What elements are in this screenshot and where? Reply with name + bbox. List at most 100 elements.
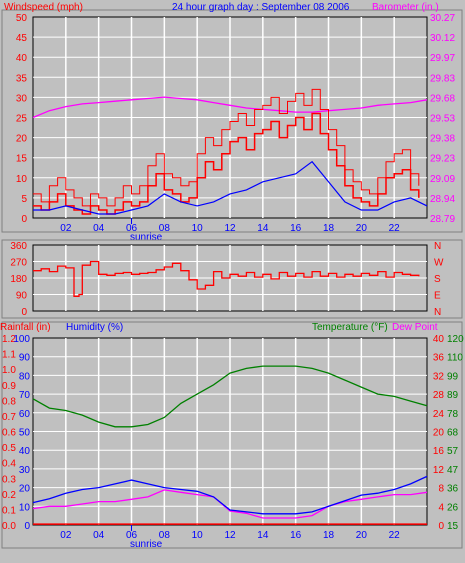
barometer-tick-label: 29.68 — [430, 93, 455, 104]
humidity-tick-label: 40 — [19, 446, 31, 457]
celsius-tick-label: 12 — [433, 465, 445, 476]
chart-title: 24 hour graph day : September 08 2006 — [172, 2, 350, 13]
barometer-tick-label: 30.12 — [430, 33, 455, 44]
panel3-hour-tick-label: 14 — [257, 530, 269, 541]
humidity-line — [32, 475, 428, 515]
barometer-tick-label: 29.23 — [430, 154, 455, 165]
celsius-tick-label: 32 — [433, 371, 445, 382]
celsius-tick-label: 20 — [433, 428, 445, 439]
rainfall-tick-label: 0.3 — [2, 474, 16, 485]
celsius-tick-label: 16 — [433, 446, 445, 457]
fahrenheit-tick-label: 110 — [447, 353, 463, 364]
humidity-tick-labels: 0 10 20 30 40 50 60 70 80 90 100 — [13, 334, 30, 532]
fahrenheit-tick-label: 89 — [447, 390, 459, 401]
panel3-hour-tick-label: 18 — [323, 530, 335, 541]
fahrenheit-tick-labels: 15 26 36 47 57 68 78 89 99 110 120 — [447, 334, 464, 532]
windspeed-tick-label: 20 — [16, 134, 28, 145]
direction-compass-tick-label: S — [434, 274, 441, 285]
barometer-tick-label: 29.38 — [430, 134, 455, 145]
celsius-tick-label: 8 — [438, 484, 444, 495]
rainfall-tick-label: 0.6 — [2, 428, 16, 439]
panel3-hour-tick-label: 06 — [126, 530, 138, 541]
windspeed-axis-label: Windspeed (mph) — [4, 2, 83, 13]
fahrenheit-tick-label: 68 — [447, 428, 459, 439]
humidity-tick-label: 70 — [19, 390, 31, 401]
rainfall-tick-labels: 0.0 0.1 0.2 0.3 0.4 0.5 0.6 0.7 0.8 0.9 1.0 1.1 1.2 — [2, 334, 16, 532]
barometer-tick-label: 30.27 — [430, 13, 455, 24]
rainfall-tick-label: 0.0 — [2, 521, 16, 532]
dewpoint-axis-label: Dew Point — [392, 322, 438, 333]
panel1-hour-tick-label: 16 — [290, 223, 302, 234]
barometer-line — [32, 96, 428, 119]
fahrenheit-tick-label: 57 — [447, 446, 459, 457]
humidity-tick-label: 20 — [19, 484, 31, 495]
celsius-tick-label: 28 — [433, 390, 445, 401]
temperature-humidity-panel: Rainfall (in) Humidity (%) Temperature (… — [0, 321, 464, 550]
windspeed-tick-label: 35 — [16, 73, 28, 84]
direction-degree-tick-label: 180 — [10, 274, 27, 285]
panel1-hour-tick-label: 12 — [224, 223, 236, 234]
celsius-tick-labels: 0 4 8 12 16 20 24 28 32 36 40 — [433, 334, 445, 532]
panel1-hour-tick-label: 04 — [93, 223, 105, 234]
panel2-grid — [33, 245, 427, 311]
dewpoint-line — [32, 489, 428, 519]
windspeed-tick-label: 50 — [16, 13, 28, 24]
barometer-tick-label: 28.79 — [430, 214, 455, 225]
windspeed-tick-labels: 0 5 10 15 20 25 30 35 40 45 50 — [16, 13, 28, 225]
humidity-tick-label: 80 — [19, 371, 31, 382]
celsius-tick-label: 24 — [433, 409, 445, 420]
fahrenheit-tick-label: 26 — [447, 502, 459, 513]
windspeed-tick-label: 5 — [21, 194, 27, 205]
humidity-tick-label: 30 — [19, 465, 31, 476]
direction-degree-tick-label: 270 — [10, 258, 27, 269]
windspeed-tick-label: 45 — [16, 33, 28, 44]
barometer-axis-label: Barometer (in.) — [372, 2, 439, 13]
wind-average-line — [33, 160, 428, 215]
celsius-tick-label: 4 — [438, 502, 444, 513]
rainfall-tick-label: 1.1 — [2, 350, 16, 361]
temperature-line — [32, 365, 428, 428]
windspeed-tick-label: 15 — [16, 154, 28, 165]
direction-compass-tick-label: W — [434, 258, 444, 269]
direction-degree-tick-label: 90 — [16, 291, 28, 302]
panel3-hour-tick-label: 04 — [93, 530, 105, 541]
barometer-tick-label: 29.53 — [430, 114, 455, 125]
fahrenheit-tick-label: 78 — [447, 409, 459, 420]
direction-compass-tick-label: N — [434, 307, 441, 318]
panel3-hour-tick-label: 12 — [224, 530, 236, 541]
rainfall-tick-label: 0.8 — [2, 396, 16, 407]
barometer-tick-label: 29.09 — [430, 174, 455, 185]
temperature-axis-label: Temperature (°F) — [312, 322, 388, 333]
windspeed-tick-label: 0 — [21, 214, 27, 225]
panel1-hour-tick-label: 14 — [257, 223, 269, 234]
panel1-hour-tick-label: 06 — [126, 223, 138, 234]
direction-degree-tick-label: 360 — [10, 241, 27, 252]
fahrenheit-tick-label: 99 — [447, 371, 459, 382]
panel2-frame — [1, 239, 463, 319]
rainfall-tick-label: 1.2 — [2, 334, 16, 345]
barometer-tick-labels: 28.79 28.94 29.09 29.23 29.38 29.53 29.68 29.83… — [430, 13, 455, 225]
panel1-hour-tick-label: 10 — [192, 223, 204, 234]
windspeed-tick-label: 25 — [16, 114, 28, 125]
direction-degree-tick-label: 0 — [21, 307, 27, 318]
rainfall-tick-label: 0.7 — [2, 412, 16, 423]
wind-direction-line — [33, 260, 420, 297]
direction-compass-tick-label: E — [434, 291, 441, 302]
direction-degree-tick-labels: 0 90 180 270 360 — [10, 241, 27, 318]
rainfall-tick-label: 0.9 — [2, 381, 16, 392]
panel3-hour-tick-label: 16 — [290, 530, 302, 541]
humidity-tick-label: 100 — [13, 334, 30, 345]
celsius-tick-label: 0 — [438, 521, 444, 532]
humidity-tick-label: 60 — [19, 409, 31, 420]
panel1-hour-tick-label: 18 — [323, 223, 335, 234]
panel3-hour-tick-label: 10 — [192, 530, 204, 541]
celsius-tick-label: 40 — [433, 334, 445, 345]
windspeed-tick-label: 30 — [16, 93, 28, 104]
fahrenheit-tick-label: 36 — [447, 484, 459, 495]
barometer-tick-label: 28.94 — [430, 194, 455, 205]
panel1-hour-tick-label: 08 — [159, 223, 171, 234]
panel3-hour-tick-label: 02 — [60, 530, 72, 541]
panel1-hour-tick-label: 02 — [60, 223, 72, 234]
